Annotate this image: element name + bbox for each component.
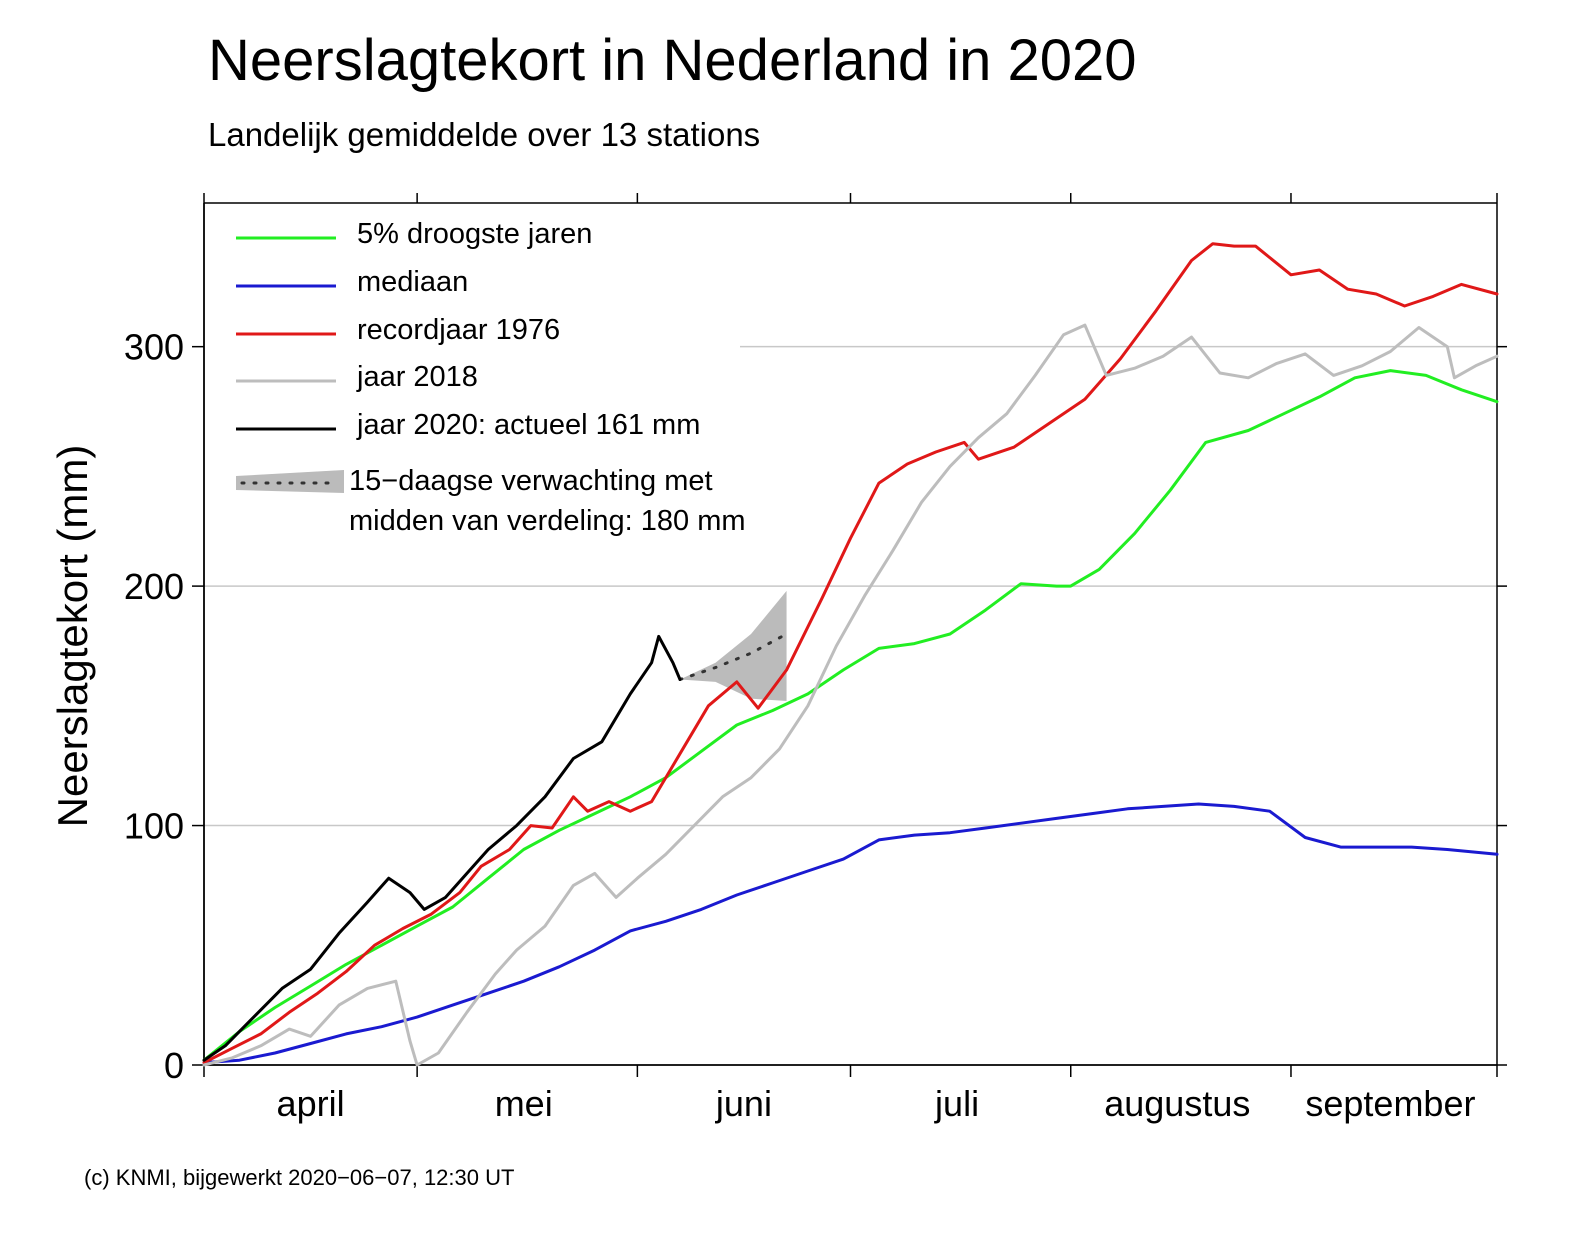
x-tick-label-september: september <box>1305 1083 1475 1124</box>
y-tick-label-100: 100 <box>124 806 184 847</box>
y-tick-label-300: 300 <box>124 327 184 368</box>
series-line-jaar-2020-actueel-161-mm <box>202 634 682 1062</box>
axes: 0 100 200 300 april mei juni juli augustus septem… <box>124 193 1507 1124</box>
series-line-recordjaar-1976 <box>202 242 1499 1065</box>
legend-label-forecast-line2: midden van verdeling: 180 mm <box>349 505 746 537</box>
chart-title: Neerslagtekort in Nederland in 2020 <box>208 28 1137 93</box>
y-tick-label-0: 0 <box>164 1045 184 1086</box>
x-tick-label-juni: juni <box>715 1083 772 1124</box>
series-line-jaar-2018 <box>202 323 1499 1067</box>
forecast-median-line <box>678 632 789 681</box>
chart-subtitle: Landelijk gemiddelde over 13 stations <box>208 116 761 153</box>
footer-credit: (c) KNMI, bijgewerkt 2020−06−07, 12:30 U… <box>84 1165 515 1190</box>
legend: 5% droogste jaren mediaan recordjaar 1976 j… <box>236 218 746 537</box>
legend-label-mediaan: mediaan <box>357 266 468 298</box>
gridlines <box>204 345 1497 827</box>
x-tick-label-mei: mei <box>495 1083 553 1124</box>
series-lines <box>202 242 1499 1067</box>
forecast-band <box>678 590 789 702</box>
y-axis-label: Neerslagtekort (mm) <box>49 445 96 828</box>
legend-label-forecast: 15−daagse verwachting met <box>349 465 713 497</box>
legend-label-recordjaar-1976: recordjaar 1976 <box>357 314 560 346</box>
y-tick-label-200: 200 <box>124 566 184 607</box>
series-line-mediaan <box>202 802 1499 1065</box>
legend-label-jaar-2020-actueel-161-mm: jaar 2020: actueel 161 mm <box>356 409 700 441</box>
legend-label-5-droogste-jaren: 5% droogste jaren <box>357 218 592 250</box>
forecast-uncertainty-band <box>679 590 787 702</box>
x-tick-label-augustus: augustus <box>1104 1083 1250 1124</box>
x-tick-label-april: april <box>277 1083 345 1124</box>
legend-label-jaar-2018: jaar 2018 <box>356 361 478 393</box>
x-tick-label-juli: juli <box>934 1083 979 1124</box>
series-line-5-droogste-jaren <box>202 369 1499 1062</box>
